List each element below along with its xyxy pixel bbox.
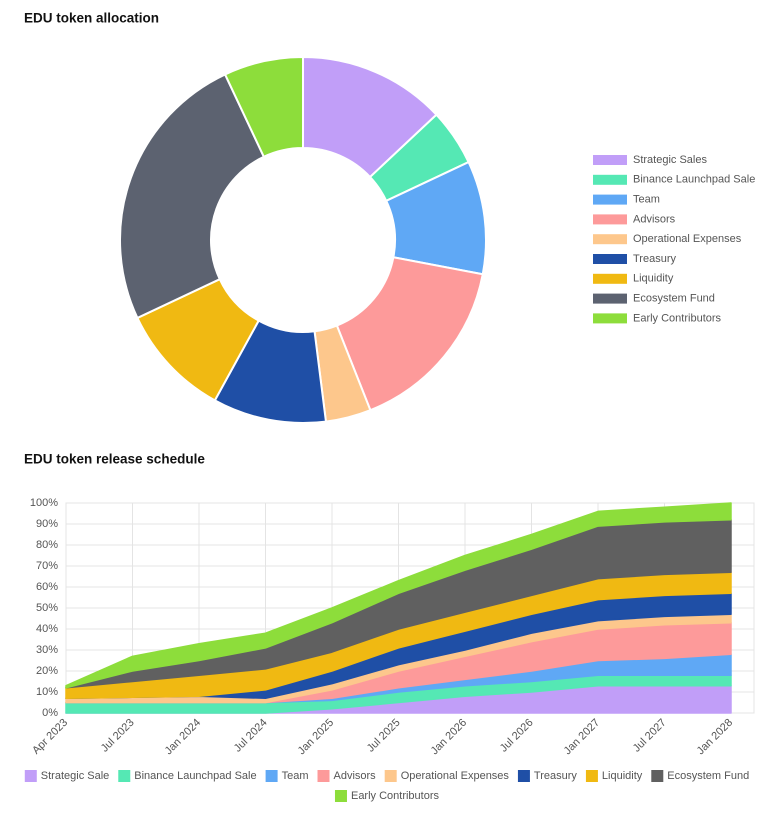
x-tick-label: Jul 2025 bbox=[365, 717, 403, 755]
y-tick-label: 20% bbox=[36, 665, 58, 677]
x-tick: Jul 2023 bbox=[99, 717, 137, 755]
x-tick-label: Jan 2026 bbox=[429, 717, 469, 757]
legend-label: Binance Launchpad Sale bbox=[633, 174, 755, 186]
legend-label: Team bbox=[633, 194, 660, 206]
legend-label: Treasury bbox=[633, 253, 676, 265]
legend-label: Operational Expenses bbox=[633, 233, 742, 245]
chart-title: EDU token release schedule bbox=[24, 452, 205, 467]
chart-title: EDU token allocation bbox=[24, 11, 159, 26]
legend-swatch bbox=[334, 790, 347, 802]
x-tick: Jan 2027 bbox=[562, 717, 602, 757]
legend-swatch bbox=[593, 194, 627, 205]
legend-label: Liquidity bbox=[602, 770, 643, 782]
legend-swatch bbox=[593, 214, 627, 225]
legend-label: Team bbox=[282, 770, 309, 782]
legend-item: Operational Expenses bbox=[384, 770, 510, 782]
legend-item: Treasury bbox=[517, 770, 577, 782]
x-tick-label: Jan 2028 bbox=[695, 717, 735, 757]
y-tick-label: 0% bbox=[42, 707, 58, 719]
x-tick-label: Jul 2027 bbox=[631, 717, 669, 755]
x-tick-label: Jul 2026 bbox=[498, 717, 536, 755]
area bbox=[65, 502, 732, 689]
x-tick: Jul 2024 bbox=[232, 717, 270, 755]
legend-swatch bbox=[517, 770, 530, 782]
legend-label: Treasury bbox=[534, 770, 577, 782]
legend-swatch bbox=[265, 770, 278, 782]
y-tick-label: 80% bbox=[36, 539, 58, 551]
y-tick-label: 100% bbox=[30, 497, 58, 509]
x-tick-label: Jul 2024 bbox=[232, 717, 270, 755]
legend-item: Ecosystem Fund bbox=[651, 770, 749, 782]
x-tick: Jul 2026 bbox=[498, 717, 536, 755]
legend-swatch bbox=[593, 234, 627, 245]
legend-label: Operational Expenses bbox=[401, 770, 510, 782]
donut-slice bbox=[335, 256, 484, 412]
x-tick: Jul 2027 bbox=[631, 717, 669, 755]
legend-label: Advisors bbox=[334, 770, 377, 782]
y-tick-label: 10% bbox=[36, 686, 58, 698]
legend-swatch bbox=[24, 770, 37, 782]
legend-swatch bbox=[593, 174, 627, 185]
legend-item: Strategic Sale bbox=[24, 770, 109, 782]
x-tick: Jul 2025 bbox=[365, 717, 403, 755]
legend-swatch bbox=[384, 770, 397, 782]
legend-swatch bbox=[593, 155, 627, 165]
x-tick: Jan 2024 bbox=[163, 717, 203, 757]
donut-slice bbox=[119, 73, 266, 320]
legend-swatch bbox=[593, 293, 627, 304]
legend-item: Early Contributors bbox=[334, 790, 440, 802]
y-tick-label: 50% bbox=[36, 602, 58, 614]
x-tick: Apr 2023 bbox=[30, 717, 70, 757]
legend-swatch bbox=[651, 770, 664, 782]
legend-label: Ecosystem Fund bbox=[633, 293, 715, 305]
legend-swatch bbox=[317, 770, 330, 782]
x-tick: Jan 2028 bbox=[695, 717, 735, 757]
x-tick-label: Jan 2024 bbox=[163, 717, 203, 757]
legend-swatch bbox=[593, 313, 627, 324]
legend-label: Advisors bbox=[633, 213, 676, 225]
legend-item: Binance Launchpad Sale bbox=[118, 770, 257, 782]
legend-item: Team bbox=[265, 770, 309, 782]
legend-label: Binance Launchpad Sale bbox=[134, 770, 256, 782]
x-tick-label: Jan 2025 bbox=[296, 717, 336, 757]
y-tick-label: 30% bbox=[36, 644, 58, 656]
x-tick: Jan 2026 bbox=[429, 717, 469, 757]
legend-label: Liquidity bbox=[633, 273, 674, 285]
legend-item: Liquidity bbox=[585, 770, 643, 782]
legend-swatch bbox=[593, 254, 627, 264]
y-tick-label: 90% bbox=[36, 518, 58, 530]
legend-label: Early Contributors bbox=[633, 312, 722, 324]
legend-label: Strategic Sales bbox=[633, 154, 707, 166]
legend-label: Strategic Sale bbox=[41, 770, 109, 782]
x-tick-label: Apr 2023 bbox=[30, 717, 70, 757]
y-tick-label: 40% bbox=[36, 623, 58, 635]
legend-swatch bbox=[585, 770, 598, 782]
x-tick-label: Jan 2027 bbox=[562, 717, 602, 757]
legend-swatch bbox=[118, 770, 131, 782]
y-tick-label: 60% bbox=[36, 581, 58, 593]
legend-label: Early Contributors bbox=[351, 790, 440, 802]
x-tick-label: Jul 2023 bbox=[99, 717, 137, 755]
legend-swatch bbox=[593, 273, 627, 284]
legend-label: Ecosystem Fund bbox=[667, 770, 749, 782]
x-tick: Jan 2025 bbox=[296, 717, 336, 757]
legend-item: Advisors bbox=[317, 770, 377, 782]
donut-slice bbox=[223, 55, 304, 159]
y-tick-label: 70% bbox=[36, 560, 58, 572]
